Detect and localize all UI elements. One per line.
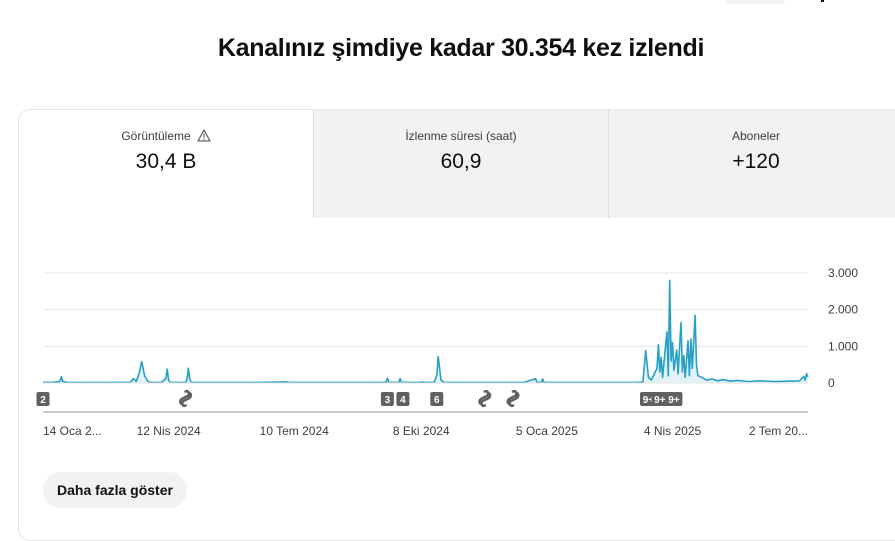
tab-subscribers-value: +120 (732, 150, 780, 173)
tab-subscribers[interactable]: Aboneler +120 (609, 110, 895, 218)
video-count-marker (665, 392, 683, 406)
tab-divider (313, 110, 314, 218)
x-tick-label: 2 Tem 20... (749, 424, 808, 438)
shorts-icon (179, 389, 193, 408)
series-line (42, 279, 809, 384)
video-count-marker (430, 392, 444, 406)
video-count-marker (396, 392, 410, 406)
tab-watch-time[interactable]: İzlenme süresi (saat) 60,9 (314, 110, 608, 218)
y-tick-label: 0 (828, 376, 835, 390)
video-count-label: 2 (40, 395, 46, 406)
x-tick-label: 10 Tem 2024 (260, 424, 329, 438)
x-tick-label: 14 Oca 2... (43, 424, 102, 438)
video-count-label: 9+ (668, 395, 680, 406)
x-tick-label: 12 Nis 2024 (137, 424, 201, 438)
tab-subscribers-label: Aboneler (731, 129, 781, 143)
x-tick-label: 4 Nis 2025 (644, 424, 702, 438)
video-count-label: 9+ (654, 395, 666, 406)
tab-views-value: 30,4 B (135, 150, 197, 173)
video-count-label: 4 (400, 395, 406, 406)
tab-divider (608, 110, 609, 218)
video-count-label: 6 (434, 395, 440, 406)
top-menu-pill[interactable] (724, 0, 786, 4)
warning-icon[interactable] (197, 129, 211, 145)
video-count-label: 3 (385, 395, 391, 406)
video-count-label: 9+ (643, 395, 655, 406)
y-tick-label: 2.000 (828, 303, 858, 317)
x-tick-label: 5 Oca 2025 (516, 424, 578, 438)
tab-views-label-row: Görüntüleme (19, 129, 313, 143)
shorts-icon (478, 389, 492, 408)
x-tick-label: 8 Eki 2024 (393, 424, 450, 438)
video-count-marker (380, 392, 394, 406)
shorts-icon (506, 389, 520, 408)
tab-watch-time-label: İzlenme süresi (saat) (405, 129, 517, 143)
tab-views-label: Görüntüleme (121, 129, 191, 143)
tab-views[interactable]: Görüntüleme 30,4 B (19, 110, 313, 218)
series-area (43, 280, 808, 383)
analytics-card: Görüntüleme 30,4 B İzlenme süresi (saat)… (18, 109, 895, 541)
page-title: Kanalınız şimdiye kadar 30.354 kez izlen… (217, 34, 705, 62)
tab-watch-time-value: 60,9 (440, 150, 482, 173)
top-menu-mark (821, 0, 824, 2)
y-tick-label: 3.000 (828, 266, 858, 280)
video-count-marker (651, 392, 669, 406)
metric-tabs: Görüntüleme 30,4 B İzlenme süresi (saat)… (19, 110, 895, 218)
video-count-marker (36, 392, 50, 406)
show-more-button[interactable]: Daha fazla göster (43, 472, 187, 508)
y-tick-label: 1.000 (828, 339, 858, 353)
